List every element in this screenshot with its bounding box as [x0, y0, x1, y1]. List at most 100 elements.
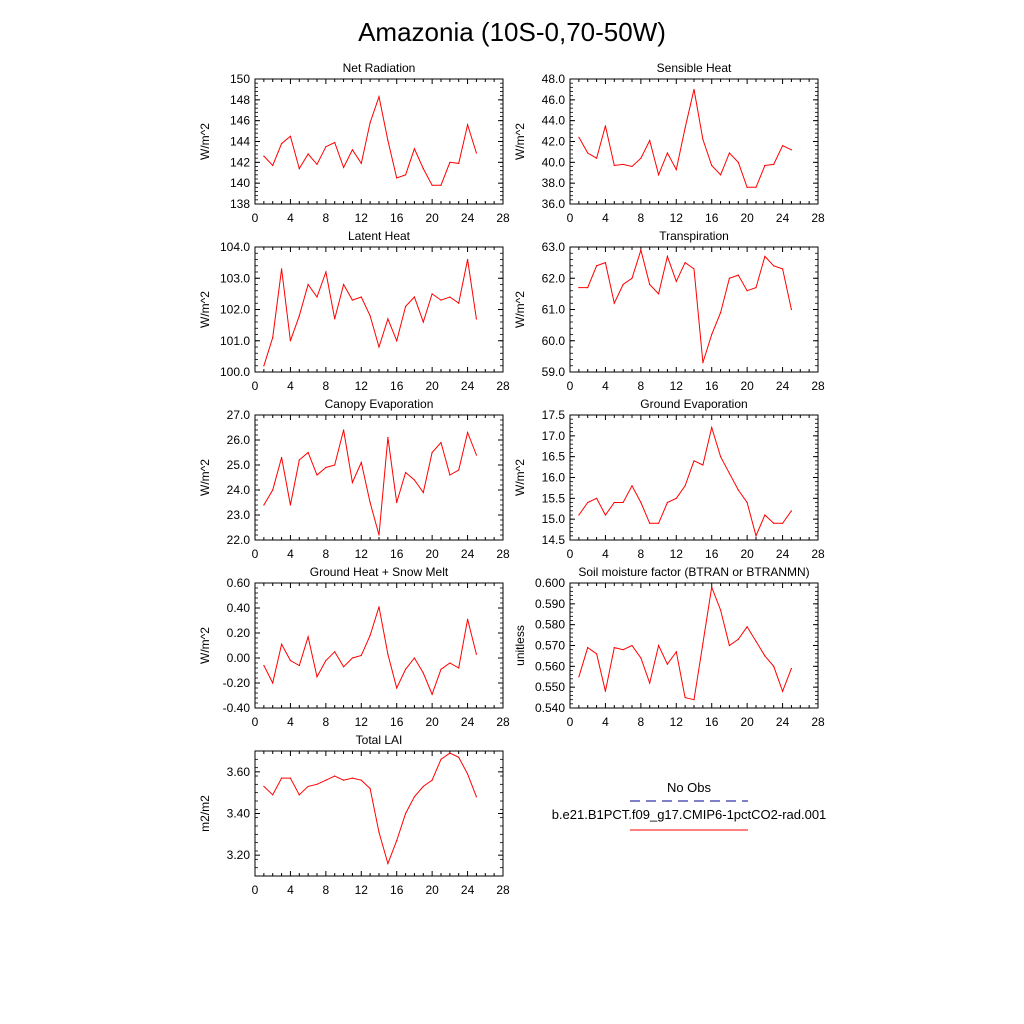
x-tick-label: 20: [425, 883, 439, 897]
data-point: [755, 640, 757, 642]
data-point: [675, 169, 677, 171]
y-tick-label: 0.570: [535, 639, 565, 653]
data-point: [790, 149, 793, 151]
data-point: [622, 163, 624, 166]
x-tick-label: 4: [287, 883, 294, 897]
x-tick-label: 24: [461, 379, 475, 393]
data-point: [475, 653, 478, 655]
data-point: [737, 638, 739, 640]
y-tick-label: 0.550: [535, 680, 565, 694]
y-tick-label: 15.0: [542, 512, 566, 526]
legend-label-model: b.e21.B1PCT.f09_g17.CMIP6-1pctCO2-rad.00…: [552, 807, 827, 822]
data-point: [604, 125, 607, 127]
data-point: [657, 522, 660, 524]
y-tick-label: 148: [230, 93, 250, 107]
y-tick-label: 146: [230, 114, 250, 128]
data-point: [440, 184, 442, 186]
data-point: [387, 318, 389, 320]
data-point: [280, 142, 283, 145]
y-tick-label: 0.580: [535, 618, 565, 632]
data-point: [413, 657, 416, 659]
data-point: [289, 340, 292, 342]
data-point: [711, 164, 713, 167]
y-tick-label: 24.0: [227, 483, 251, 497]
x-tick-label: 24: [461, 883, 475, 897]
data-point: [790, 510, 793, 512]
data-point: [316, 474, 318, 476]
data-point: [342, 666, 345, 668]
data-point: [298, 794, 300, 796]
data-point: [298, 315, 300, 317]
x-tick-label: 0: [252, 379, 259, 393]
data-point: [675, 280, 677, 282]
data-point: [640, 657, 642, 659]
x-tick-label: 12: [670, 715, 684, 729]
data-point: [666, 501, 669, 504]
data-point: [342, 779, 345, 781]
data-point: [280, 777, 283, 779]
x-tick-label: 20: [740, 211, 754, 225]
y-tick-label: 27.0: [227, 408, 251, 422]
x-tick-label: 8: [323, 715, 330, 729]
x-tick-label: 0: [567, 211, 574, 225]
data-point: [431, 779, 433, 781]
x-tick-label: 20: [425, 715, 439, 729]
plot-frame: [569, 78, 819, 205]
data-point: [431, 293, 433, 295]
data-point: [719, 456, 722, 458]
data-point: [431, 184, 433, 186]
x-tick-label: 28: [811, 547, 825, 561]
data-point: [684, 696, 686, 699]
data-point: [746, 501, 748, 504]
data-point: [737, 489, 739, 491]
panel-title: Ground Evaporation: [640, 397, 747, 411]
y-tick-label: 101.0: [220, 334, 250, 348]
data-point: [728, 152, 731, 154]
y-tick-label: 63.0: [542, 240, 566, 254]
data-point: [631, 485, 633, 487]
data-point: [396, 839, 398, 842]
y-axis-label: unitless: [513, 625, 527, 666]
data-point: [475, 152, 478, 154]
y-tick-label: 0.560: [535, 659, 565, 673]
data-point: [431, 451, 433, 454]
x-tick-label: 0: [252, 547, 259, 561]
data-point: [272, 164, 274, 167]
series-line: [578, 585, 792, 701]
x-tick-label: 16: [390, 379, 404, 393]
data-point: [298, 459, 300, 461]
data-point: [790, 308, 793, 311]
x-tick-label: 28: [496, 547, 510, 561]
panel-title: Net Radiation: [343, 61, 416, 75]
x-tick-label: 8: [638, 211, 645, 225]
y-tick-label: 15.5: [542, 491, 566, 505]
data-point: [466, 618, 469, 620]
data-point: [378, 534, 380, 536]
data-point: [622, 501, 624, 504]
y-tick-label: 61.0: [542, 303, 566, 317]
x-tick-label: 24: [461, 547, 475, 561]
data-point: [387, 139, 389, 142]
data-point: [369, 634, 371, 637]
y-tick-label: 142: [230, 155, 250, 169]
data-point: [413, 479, 416, 481]
y-tick-label: 17.0: [542, 429, 566, 443]
data-point: [595, 157, 598, 159]
legend-label-obs: No Obs: [667, 780, 712, 795]
data-point: [755, 535, 757, 537]
data-point: [657, 174, 660, 176]
main-title: Amazonia (10S-0,70-50W): [358, 17, 666, 47]
panel-ground-heat-snow-melt: Ground Heat + Snow Melt 0 4 8 12 16 20 24 28 -0.4…: [198, 565, 510, 729]
data-point: [595, 653, 598, 655]
data-point: [396, 340, 398, 342]
data-point: [737, 161, 739, 163]
data-point: [640, 249, 642, 251]
data-point: [764, 655, 766, 657]
panel-title: Soil moisture factor (BTRAN or BTRANMN): [578, 565, 809, 579]
data-point: [475, 318, 478, 320]
data-point: [613, 501, 615, 504]
data-point: [675, 497, 677, 499]
y-tick-label: 14.5: [542, 533, 566, 547]
y-tick-label: 0.00: [227, 651, 251, 665]
